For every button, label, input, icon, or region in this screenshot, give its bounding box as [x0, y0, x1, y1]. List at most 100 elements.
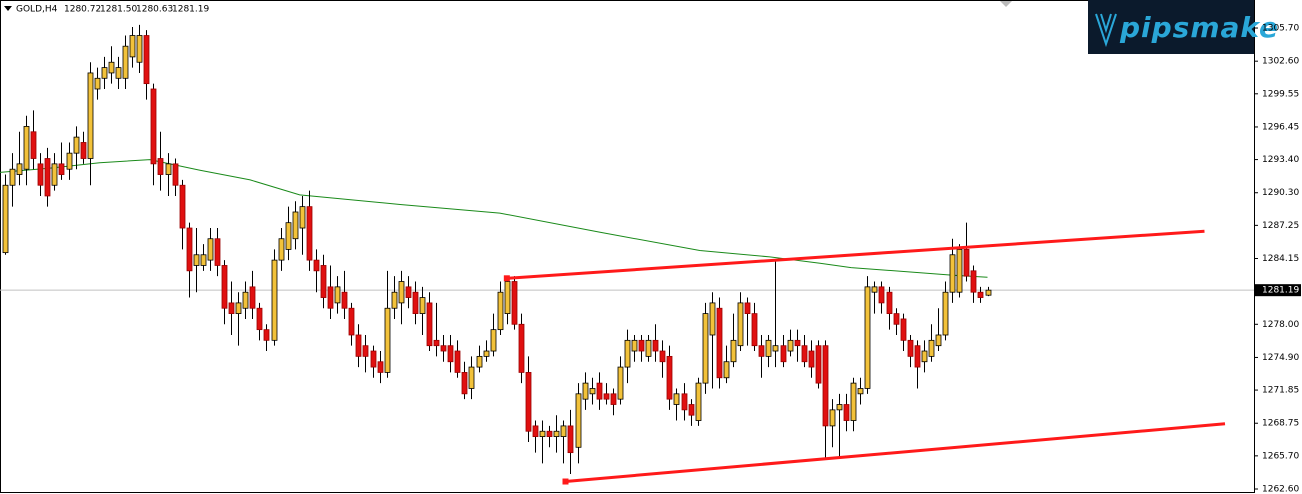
- candle-body: [384, 307, 391, 373]
- candle-body: [702, 313, 709, 384]
- candle-body: [468, 366, 475, 389]
- y-tick-label: 1302.60: [1262, 57, 1299, 67]
- candle-body: [921, 350, 928, 363]
- y-tick-label: 1296.45: [1262, 122, 1299, 132]
- candle-body: [16, 163, 23, 175]
- candle-body: [928, 339, 935, 357]
- dropdown-icon[interactable]: [4, 6, 12, 11]
- y-tick-label: 1278.00: [1262, 320, 1299, 330]
- candle-body: [377, 361, 384, 373]
- candle-body: [787, 339, 794, 352]
- candle-body: [553, 430, 560, 437]
- candle-body: [977, 291, 984, 298]
- candle-body: [165, 163, 172, 175]
- candle-body: [23, 126, 30, 170]
- candle-body: [836, 404, 843, 411]
- candle-body: [66, 152, 73, 170]
- candle-body: [497, 291, 504, 331]
- plot-area: [0, 24, 1254, 485]
- candle-body: [285, 222, 292, 250]
- candle-body: [709, 302, 716, 336]
- candle-body: [419, 297, 426, 314]
- candle-body: [306, 206, 313, 261]
- candle-body: [299, 206, 306, 229]
- candle-body: [157, 158, 164, 175]
- candle-body: [228, 302, 235, 314]
- candle-body: [603, 393, 610, 400]
- candle-body: [334, 286, 341, 304]
- candle-body: [878, 286, 885, 304]
- candle-body: [341, 291, 348, 309]
- candle-body: [278, 238, 285, 261]
- candle-body: [737, 302, 744, 347]
- candle-body: [575, 393, 582, 448]
- candle-body: [150, 88, 157, 165]
- candle-body: [659, 350, 666, 363]
- candle-body: [186, 227, 193, 272]
- candle-body: [476, 355, 483, 368]
- candle-body: [695, 382, 702, 421]
- candle-body: [2, 184, 9, 254]
- candle-body: [143, 35, 150, 85]
- candle-body: [596, 382, 603, 400]
- candle-body: [871, 286, 878, 293]
- candle-body: [794, 339, 801, 347]
- candle-body: [886, 291, 893, 314]
- candle-body: [822, 345, 829, 427]
- candle-body: [292, 211, 299, 240]
- candle-body: [652, 339, 659, 352]
- candle-body: [970, 270, 977, 293]
- candle-body: [864, 286, 871, 389]
- candle-body: [355, 334, 362, 357]
- candle-body: [723, 361, 730, 379]
- candle-body: [963, 249, 970, 277]
- candle-body: [44, 158, 51, 197]
- candle-body: [108, 61, 115, 74]
- candle-body: [391, 291, 398, 309]
- shift-marker[interactable]: [1000, 1, 1012, 7]
- candle-body: [985, 289, 992, 296]
- candle-body: [567, 425, 574, 454]
- y-tick-label: 1299.55: [1262, 89, 1299, 99]
- candle-body: [94, 77, 101, 90]
- candle-body: [426, 302, 433, 347]
- candle-body: [956, 249, 963, 293]
- y-tick-label: 1262.60: [1262, 485, 1299, 494]
- candle-body: [440, 345, 447, 352]
- candle-body: [37, 163, 44, 186]
- candle-body: [624, 339, 631, 368]
- candle-body: [525, 372, 532, 432]
- candle-body: [51, 163, 58, 186]
- candle-body: [617, 366, 624, 400]
- candle-body: [362, 345, 369, 357]
- candle-body: [688, 404, 695, 416]
- candle-body: [313, 259, 320, 272]
- y-tick-label: 1274.90: [1262, 353, 1299, 363]
- candle-body: [843, 404, 850, 421]
- candle-body: [808, 350, 815, 368]
- candle-body: [949, 254, 956, 293]
- candle-body: [263, 329, 270, 341]
- candle-body: [172, 163, 179, 186]
- candle-body: [101, 67, 108, 79]
- candle-body: [200, 254, 207, 266]
- moving-average: [0, 159, 988, 278]
- candle-body: [914, 345, 921, 368]
- ohlc-low: 1280.63: [136, 5, 173, 15]
- candle-body: [129, 35, 136, 58]
- candle-body: [504, 281, 511, 314]
- candle-body: [829, 409, 836, 427]
- candle-body: [610, 393, 617, 405]
- candle-body: [518, 323, 525, 373]
- candle-body: [666, 355, 673, 400]
- candle-body: [511, 281, 518, 325]
- candle-body: [532, 425, 539, 437]
- y-tick-label: 1284.15: [1262, 254, 1299, 264]
- candle-body: [433, 339, 440, 347]
- candle-body: [327, 286, 334, 309]
- candle-body: [893, 313, 900, 325]
- candle-body: [716, 307, 723, 379]
- candle-body: [935, 334, 942, 347]
- ohlc-close: 1281.19: [172, 5, 209, 15]
